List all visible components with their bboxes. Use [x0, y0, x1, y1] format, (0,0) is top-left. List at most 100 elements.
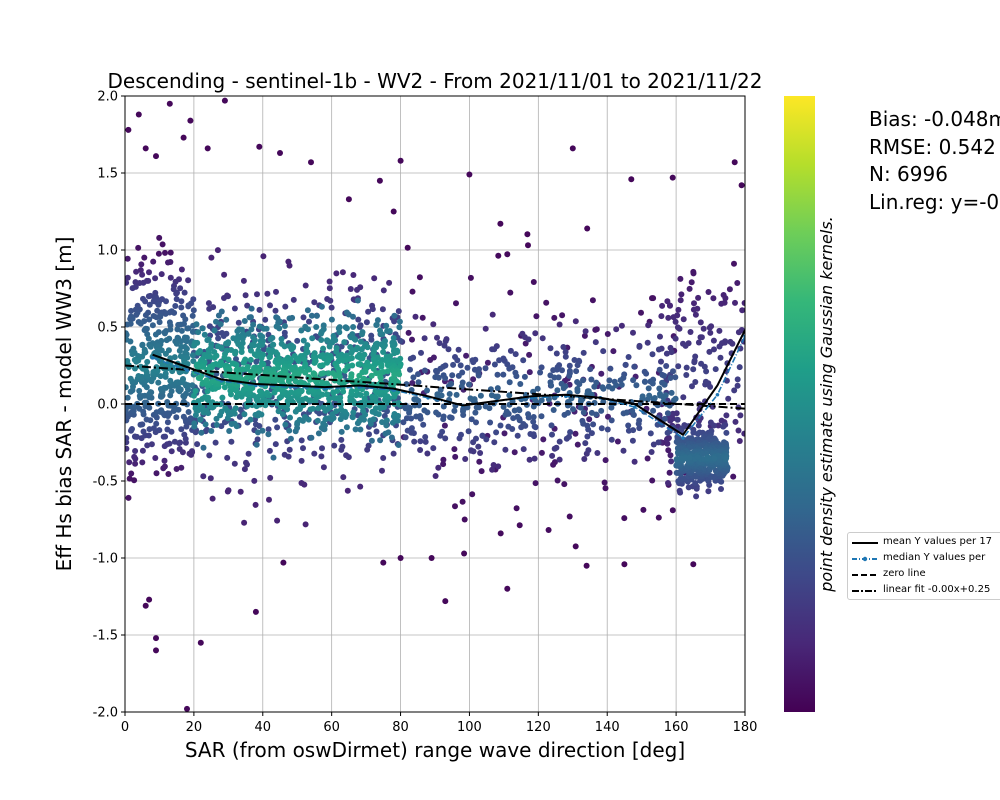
scatter-point: [383, 422, 390, 429]
scatter-point: [383, 417, 390, 424]
scatter-point: [214, 247, 221, 254]
scatter-point: [453, 391, 460, 398]
scatter-point: [695, 339, 702, 346]
scatter-point: [320, 404, 327, 411]
scatter-point: [410, 374, 417, 381]
scatter-point: [213, 421, 220, 428]
median-marker: [150, 356, 155, 360]
scatter-point: [556, 456, 563, 463]
scatter-point: [132, 448, 139, 454]
scatter-point: [242, 292, 249, 299]
scatter-point: [424, 450, 431, 457]
scatter-point: [233, 356, 239, 362]
scatter-point: [703, 368, 710, 375]
scatter-point: [711, 346, 717, 353]
scatter-point: [253, 441, 260, 448]
scatter-point: [669, 174, 676, 181]
scatter-point: [218, 345, 225, 351]
scatter-point: [240, 277, 247, 284]
scatter-point: [248, 326, 255, 333]
scatter-point: [178, 327, 185, 334]
scatter-point: [707, 329, 714, 336]
scatter-point: [139, 271, 146, 278]
legend-swatch-solid: [852, 542, 878, 544]
scatter-point: [306, 318, 312, 325]
legend-swatch-dashdot: [852, 590, 878, 592]
scatter-point: [167, 274, 174, 281]
scatter-point: [584, 225, 591, 232]
scatter-point: [665, 314, 672, 321]
y-tick-label: 1.0: [97, 244, 118, 259]
scatter-point: [163, 337, 170, 344]
scatter-point: [133, 311, 140, 318]
scatter-point: [338, 436, 345, 443]
scatter-point: [516, 522, 523, 529]
scatter-point: [562, 349, 569, 355]
scatter-point: [218, 408, 225, 415]
scatter-point: [192, 388, 199, 394]
scatter-point: [286, 315, 293, 322]
scatter-point: [497, 530, 504, 537]
scatter-point: [368, 372, 375, 379]
scatter-point: [155, 301, 162, 308]
scatter-point: [520, 357, 527, 364]
scatter-point: [692, 379, 699, 385]
scatter-point: [286, 427, 293, 434]
scatter-point: [661, 381, 668, 388]
scatter-point: [139, 459, 146, 466]
scatter-point: [416, 274, 423, 281]
scatter-point: [167, 249, 174, 256]
scatter-point: [657, 392, 664, 399]
scatter-point: [553, 444, 560, 451]
scatter-point: [435, 374, 442, 381]
scatter-point: [241, 411, 248, 418]
scatter-point: [129, 351, 136, 358]
median-marker: [632, 405, 637, 409]
mean-line: [152, 329, 745, 437]
scatter-point: [171, 438, 178, 445]
scatter-point: [251, 337, 258, 344]
scatter-point: [153, 647, 159, 654]
scatter-point: [164, 410, 171, 417]
scatter-point: [319, 379, 326, 386]
scatter-point: [252, 421, 259, 428]
scatter-point: [126, 459, 133, 466]
scatter-point: [191, 392, 197, 399]
scatter-point: [135, 111, 142, 118]
scatter-point: [500, 403, 507, 410]
scatter-point: [176, 446, 183, 452]
scatter-point: [317, 362, 324, 369]
scatter-point: [181, 431, 188, 438]
scatter-point: [581, 456, 588, 462]
scatter-point: [452, 453, 459, 460]
x-tick-label: 180: [733, 720, 758, 735]
scatter-point: [477, 450, 484, 456]
scatter-point: [736, 438, 743, 444]
scatter-point: [318, 330, 324, 337]
scatter-point: [221, 384, 228, 391]
scatter-point: [180, 413, 187, 420]
scatter-point: [366, 431, 372, 438]
scatter-point: [185, 303, 192, 310]
scatter-point: [142, 145, 149, 152]
scatter-point: [729, 340, 736, 347]
scatter-point: [301, 356, 308, 363]
scatter-point: [153, 635, 159, 642]
scatter-point: [668, 458, 675, 465]
scatter-point: [263, 325, 270, 332]
scatter-point: [446, 391, 453, 397]
scatter-point: [338, 428, 345, 435]
scatter-point: [287, 414, 293, 421]
scatter-point: [357, 426, 364, 433]
scatter-point: [298, 480, 305, 486]
scatter-point: [189, 328, 196, 335]
scatter-point: [665, 435, 672, 441]
scatter-point: [629, 407, 636, 414]
scatter-point: [661, 415, 668, 422]
scatter-point: [602, 457, 609, 464]
scatter-point: [465, 428, 472, 435]
scatter-point: [125, 279, 130, 286]
scatter-point: [180, 134, 187, 141]
scatter-point: [185, 409, 192, 415]
scatter-point: [409, 288, 416, 295]
